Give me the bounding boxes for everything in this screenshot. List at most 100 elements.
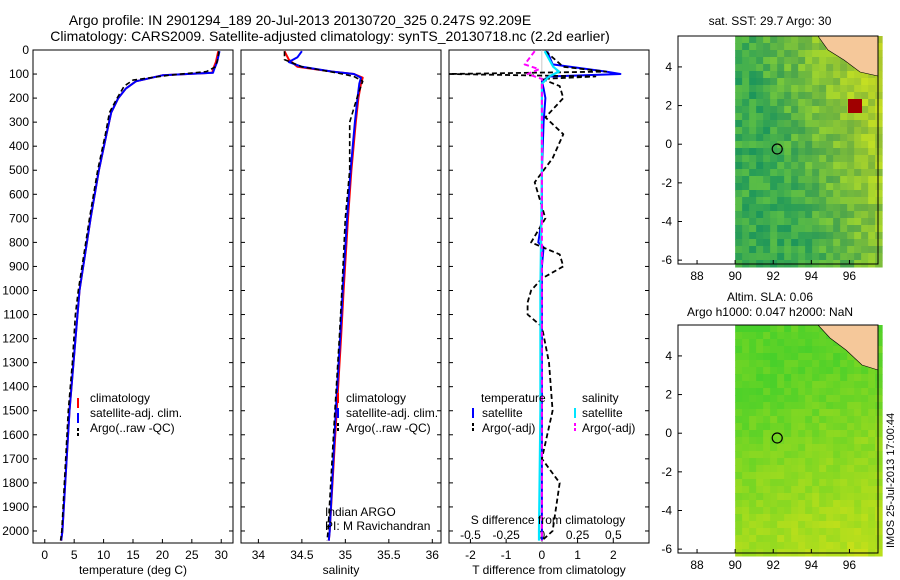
map-cell <box>791 134 799 142</box>
map-cell <box>784 190 792 198</box>
map-cell <box>791 339 799 347</box>
map-cell <box>826 458 834 466</box>
map-cell <box>819 50 827 58</box>
map-cell <box>826 183 834 191</box>
map-cell <box>847 85 855 93</box>
map-cell <box>770 225 778 233</box>
map-cell <box>791 388 799 396</box>
map-cell <box>847 430 855 438</box>
map-cell <box>742 92 750 100</box>
map-cell <box>749 409 757 417</box>
map-cell <box>763 444 771 452</box>
map-cell <box>763 246 771 254</box>
map-cell <box>854 85 862 93</box>
map-cell <box>840 402 848 410</box>
map-cell <box>749 486 757 494</box>
map-cell <box>868 521 876 529</box>
map-cell <box>798 57 806 65</box>
map-cell <box>770 451 778 459</box>
map-cell <box>868 430 876 438</box>
map-cell <box>798 409 806 417</box>
map-cell <box>791 325 799 333</box>
temperature-series <box>59 50 221 541</box>
map-cell <box>798 148 806 156</box>
map-cell <box>833 225 841 233</box>
map-cell <box>805 444 813 452</box>
map-cell <box>819 92 827 100</box>
map-cell <box>756 43 764 51</box>
map-cell <box>763 169 771 177</box>
map-cell <box>784 395 792 403</box>
map-cell <box>798 332 806 340</box>
lat-tick-label: 0 <box>665 426 672 440</box>
map-cell <box>777 106 785 114</box>
map-cell <box>847 64 855 72</box>
map-cell <box>847 176 855 184</box>
map-cell <box>735 367 743 375</box>
map-cell <box>861 253 869 261</box>
map-cell <box>840 134 848 142</box>
map-cell <box>861 162 869 170</box>
map-cell <box>763 479 771 487</box>
map-cell <box>875 78 883 86</box>
map-cell <box>805 423 813 431</box>
map-cell <box>819 218 827 226</box>
map-cell <box>847 360 855 368</box>
map-cell <box>770 190 778 198</box>
map-cell <box>875 36 883 44</box>
map-cell <box>784 521 792 529</box>
map-cell <box>819 402 827 410</box>
map-cell <box>770 148 778 156</box>
map-cell <box>770 211 778 219</box>
map-cell <box>826 92 834 100</box>
map-cell <box>770 64 778 72</box>
map-cell <box>868 99 876 107</box>
x-tick-label: 25 <box>185 548 199 562</box>
map-cell <box>798 36 806 44</box>
map-cell <box>784 71 792 79</box>
map-cell <box>812 493 820 501</box>
map-cell <box>812 71 820 79</box>
map-cell <box>819 521 827 529</box>
map-cell <box>749 528 757 536</box>
map-cell <box>875 486 883 494</box>
map-cell <box>749 134 757 142</box>
map-cell <box>735 99 743 107</box>
map-cell <box>756 64 764 72</box>
map-cell <box>854 155 862 163</box>
map-cell <box>784 458 792 466</box>
map-cell <box>826 360 834 368</box>
map-cell <box>791 493 799 501</box>
map-cell <box>826 528 834 536</box>
map-cell <box>777 225 785 233</box>
map-cell <box>840 197 848 205</box>
map-cell <box>826 113 834 121</box>
x-tick-label: 35 <box>339 548 353 562</box>
map-cell <box>812 106 820 114</box>
map-cell <box>791 141 799 149</box>
map-cell <box>798 507 806 515</box>
map-cell <box>819 148 827 156</box>
lat-tick-label: -2 <box>661 465 672 479</box>
map-cell <box>791 211 799 219</box>
map-cell <box>735 472 743 480</box>
map-cell <box>777 374 785 382</box>
map-cell <box>777 176 785 184</box>
map-cell <box>791 479 799 487</box>
map-cell <box>756 493 764 501</box>
map-cell <box>805 486 813 494</box>
map-cell <box>805 339 813 347</box>
map-cell <box>861 246 869 254</box>
map-cell <box>847 444 855 452</box>
map-cell <box>798 339 806 347</box>
x-tick-label: 30 <box>215 548 229 562</box>
map-cell <box>840 113 848 121</box>
map-cell <box>854 211 862 219</box>
map-cell <box>819 211 827 219</box>
map-cell <box>770 542 778 550</box>
salinity-y-ticks <box>241 49 441 532</box>
map-cell <box>777 71 785 79</box>
map-cell <box>770 381 778 389</box>
map-cell <box>875 232 883 240</box>
map-cell <box>742 190 750 198</box>
